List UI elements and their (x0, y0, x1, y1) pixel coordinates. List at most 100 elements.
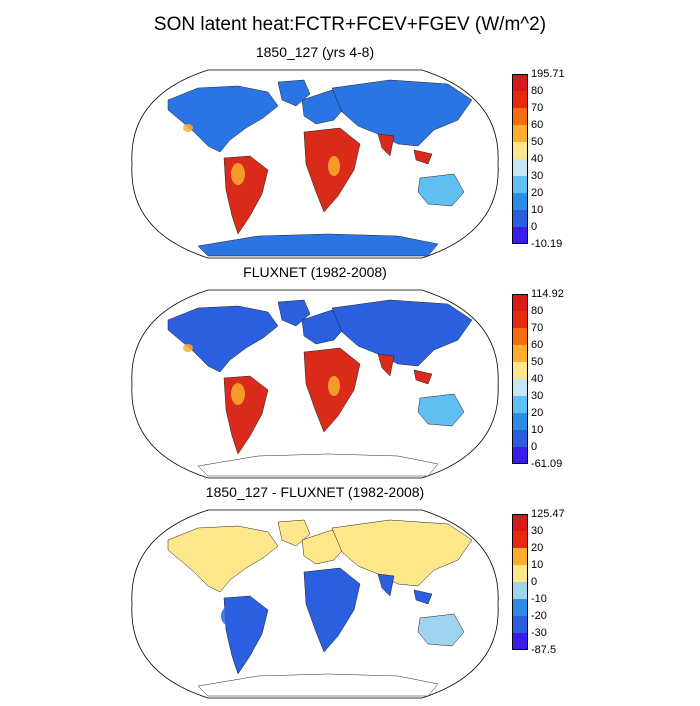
colorbar-segment (512, 108, 528, 125)
colorbar-model (512, 74, 528, 244)
colorbar-label: 70 (531, 322, 544, 334)
continent-antarctica (197, 233, 439, 257)
panel-title: 1850_127 (yrs 4-8) (255, 44, 375, 60)
continent-india (377, 133, 395, 157)
colorbar-label: 10 (531, 424, 544, 436)
colorbar-label: 60 (531, 119, 544, 131)
colorbar-label: 30 (531, 390, 544, 402)
colorbar-label: 20 (531, 542, 544, 554)
colorbar-segment (512, 599, 528, 616)
colorbar-segment (512, 142, 528, 159)
map-highlight (221, 607, 235, 625)
continent-asia (331, 299, 473, 367)
colorbar-label: 50 (531, 356, 544, 368)
colorbar-label: 40 (531, 153, 544, 165)
colorbar-segment (512, 548, 528, 565)
colorbar-label: 195.71 (531, 68, 565, 80)
colorbar-label: 40 (531, 373, 544, 385)
continent-australia (417, 613, 465, 647)
continent-europe (301, 529, 347, 565)
continent-northAmerica (167, 305, 279, 373)
colorbar-label: 30 (531, 525, 544, 537)
map-highlight (328, 156, 340, 176)
colorbar-segment (512, 430, 528, 447)
continent-seAsia (413, 149, 433, 165)
continent-northAmerica (167, 525, 279, 593)
colorbar-label: 114.92 (531, 288, 564, 300)
colorbar-segment (512, 565, 528, 582)
continent-asia (331, 519, 473, 587)
continent-europe (301, 89, 347, 125)
colorbar-label: -20 (531, 610, 547, 622)
colorbar-label: 20 (531, 187, 544, 199)
colorbar-segment (512, 345, 528, 362)
map-highlight (231, 163, 245, 185)
continent-australia (417, 393, 465, 427)
colorbar-segment (512, 633, 528, 650)
colorbar-segment (512, 379, 528, 396)
colorbar-segment (512, 616, 528, 633)
continent-asia (331, 79, 473, 147)
continent-seAsia (413, 589, 433, 605)
colorbar-segment (512, 362, 528, 379)
colorbar-segment (512, 531, 528, 548)
colorbar-label: 20 (531, 407, 544, 419)
colorbar-label: 80 (531, 305, 544, 317)
colorbar-label: 70 (531, 102, 544, 114)
colorbar-label: 80 (531, 85, 544, 97)
map-fluxnet (131, 289, 499, 479)
colorbar-segment (512, 328, 528, 345)
colorbar-label: -10.19 (531, 238, 563, 250)
colorbar-label: 0 (531, 441, 538, 453)
panel-title: 1850_127 - FLUXNET (1982-2008) (205, 484, 425, 500)
colorbar-segment (512, 447, 528, 464)
colorbar-segment (512, 159, 528, 176)
map-difference (131, 509, 499, 699)
map-highlight (183, 344, 193, 352)
colorbar-segment (512, 311, 528, 328)
panel-difference: 1850_127 - FLUXNET (1982-2008) 125.47 30 2… (0, 484, 700, 706)
colorbar-label: -10 (531, 593, 547, 605)
colorbar-label: 0 (531, 221, 538, 233)
colorbar-label: 0 (531, 576, 538, 588)
panel-fluxnet: FLUXNET (1982-2008) 114.92 80 70 60 50 40 30 20… (0, 264, 700, 486)
colorbar-fluxnet (512, 294, 528, 464)
map-highlight (183, 124, 193, 132)
panel-model: 1850_127 (yrs 4-8) 195.71 80 70 60 50 40 30 20 1… (0, 44, 700, 266)
map-highlight (320, 586, 336, 598)
colorbar-segment (512, 582, 528, 599)
continent-india (377, 573, 395, 597)
continent-seAsia (413, 369, 433, 385)
main-title: SON latent heat:FCTR+FCEV+FGEV (W/m^2) (153, 14, 547, 35)
colorbar-segment (512, 227, 528, 244)
colorbar-label: 10 (531, 559, 544, 571)
map-model (131, 69, 499, 259)
panel-title: FLUXNET (1982-2008) (243, 264, 387, 280)
colorbar-segment (512, 74, 528, 91)
colorbar-label: 60 (531, 339, 544, 351)
colorbar-label: -30 (531, 627, 547, 639)
colorbar-segment (512, 413, 528, 430)
colorbar-segment (512, 514, 528, 531)
continent-northAmerica (167, 85, 279, 153)
colorbar-segment (512, 210, 528, 227)
colorbar-label: 50 (531, 136, 544, 148)
colorbar-segment (512, 193, 528, 210)
map-highlight (241, 629, 251, 643)
colorbar-label: -61.09 (531, 458, 563, 470)
colorbar-segment (512, 176, 528, 193)
continent-india (377, 353, 395, 377)
colorbar-label: -87.5 (531, 644, 557, 656)
map-highlight (231, 383, 245, 405)
continent-europe (301, 309, 347, 345)
continent-antarctica (197, 453, 439, 477)
map-highlight (328, 376, 340, 396)
colorbar-segment (512, 396, 528, 413)
colorbar-difference (512, 514, 528, 650)
colorbar-label: 30 (531, 170, 544, 182)
colorbar-segment (512, 91, 528, 108)
continent-australia (417, 173, 465, 207)
colorbar-segment (512, 294, 528, 311)
colorbar-label: 10 (531, 204, 544, 216)
colorbar-segment (512, 125, 528, 142)
